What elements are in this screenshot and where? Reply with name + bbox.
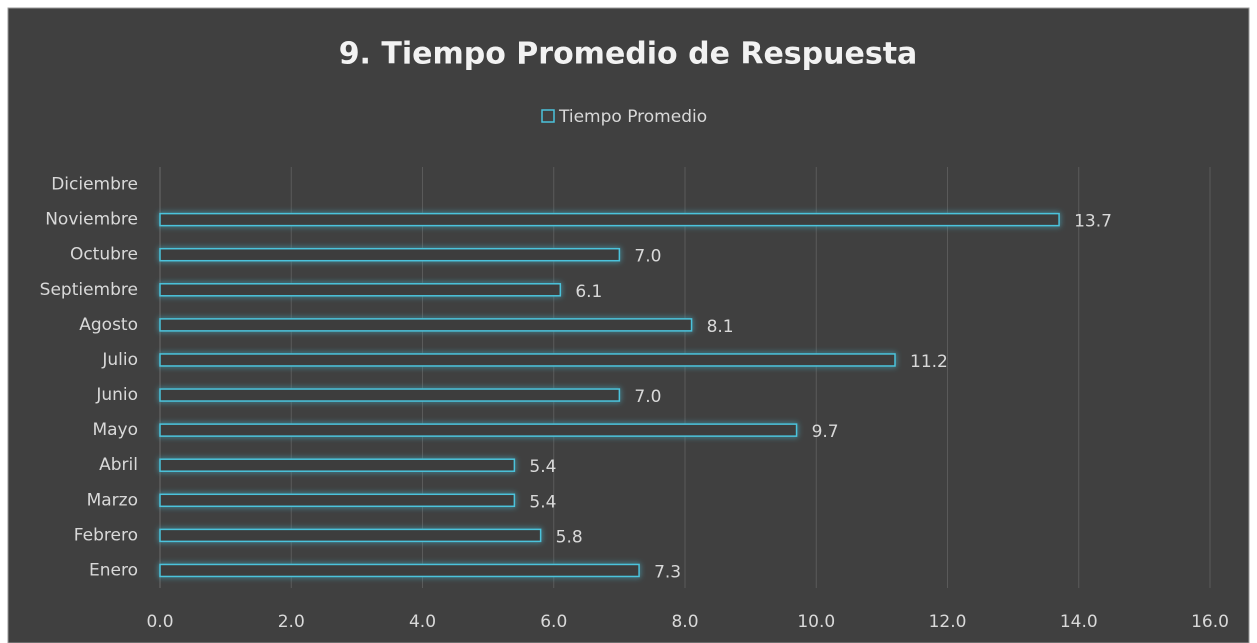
bar <box>159 388 621 402</box>
x-tick-label: 8.0 <box>671 612 698 632</box>
y-tick-label: Junio <box>95 385 138 405</box>
y-tick-label: Enero <box>89 560 138 580</box>
x-tick-label: 14.0 <box>1060 612 1098 632</box>
x-tick-label: 2.0 <box>278 612 305 632</box>
data-label: 5.4 <box>529 457 556 477</box>
bar <box>159 318 693 332</box>
x-tick-label: 16.0 <box>1191 612 1229 632</box>
bar <box>159 528 542 543</box>
x-tick-label: 0.0 <box>146 612 173 632</box>
y-tick-label: Abril <box>99 455 138 475</box>
data-label: 7.3 <box>654 562 681 582</box>
data-label: 7.0 <box>634 247 661 267</box>
y-tick-label: Julio <box>101 350 138 370</box>
x-tick-label: 10.0 <box>797 612 835 632</box>
y-tick-label: Septiembre <box>40 280 138 300</box>
bar <box>159 247 621 262</box>
y-tick-label: Noviembre <box>45 210 138 230</box>
legend-label: Tiempo Promedio <box>558 107 707 127</box>
data-label: 5.8 <box>556 527 583 547</box>
data-label: 5.4 <box>529 492 556 512</box>
bar <box>159 212 1060 227</box>
bar <box>159 458 516 472</box>
bar <box>159 283 562 297</box>
legend-swatch <box>541 109 555 123</box>
data-label: 9.7 <box>812 422 839 442</box>
bar <box>159 423 798 437</box>
bar <box>159 563 640 578</box>
y-tick-label: Marzo <box>87 490 138 510</box>
y-tick-label: Mayo <box>92 420 138 440</box>
x-tick-label: 6.0 <box>540 612 567 632</box>
x-tick-label: 12.0 <box>929 612 967 632</box>
data-label: 6.1 <box>575 282 602 302</box>
data-label: 7.0 <box>634 387 661 407</box>
bar <box>159 353 896 367</box>
chart-title: 9. Tiempo Promedio de Respuesta <box>339 37 918 72</box>
bar <box>159 493 516 508</box>
y-tick-label: Diciembre <box>51 175 138 195</box>
y-tick-label: Agosto <box>79 315 138 335</box>
data-label: 11.2 <box>910 352 948 372</box>
data-label: 8.1 <box>707 317 734 337</box>
y-tick-label: Octubre <box>70 245 138 265</box>
data-label: 13.7 <box>1074 212 1112 232</box>
x-tick-label: 4.0 <box>409 612 436 632</box>
y-tick-label: Febrero <box>74 525 138 545</box>
